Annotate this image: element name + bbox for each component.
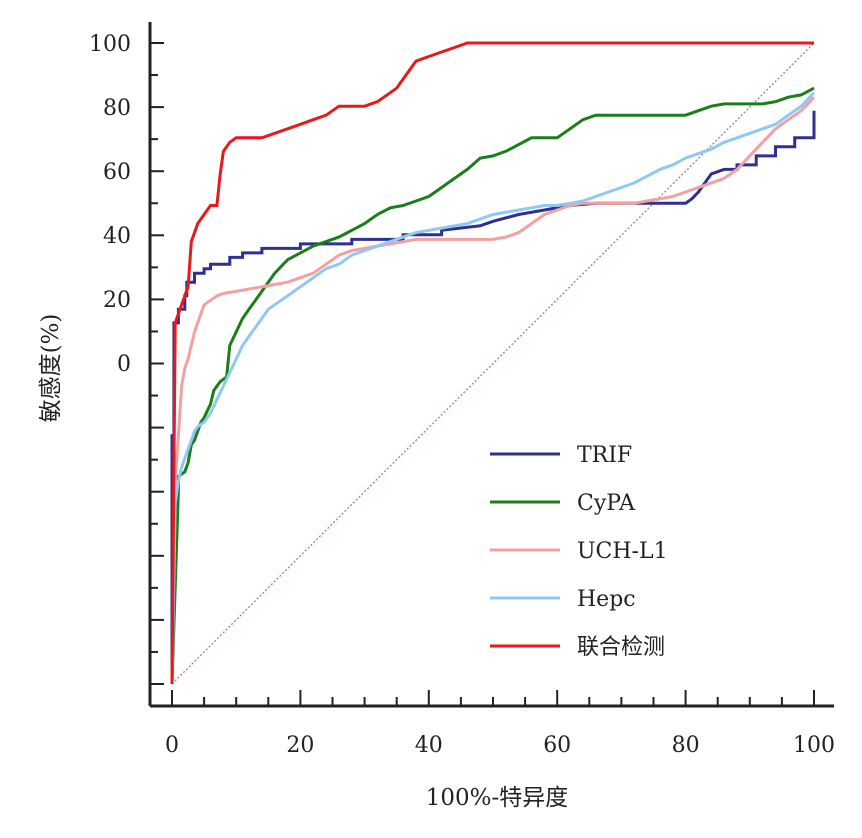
y-tick-label: 20 <box>103 288 131 313</box>
x-tick-label: 40 <box>415 733 443 758</box>
legend-label: CyPA <box>577 491 636 516</box>
legend-label: Hepc <box>577 587 636 612</box>
reference-diagonal-line <box>171 42 815 685</box>
ticks-layer <box>150 42 815 706</box>
y-tick-label: 80 <box>103 96 131 121</box>
x-tick-label: 60 <box>543 733 571 758</box>
series-line-3 <box>170 96 816 685</box>
legend-label: 联合检测 <box>577 635 665 660</box>
series-layer <box>170 41 816 685</box>
reference-diagonal-layer <box>171 42 815 685</box>
legend-label: UCH-L1 <box>577 539 668 564</box>
series-line-5 <box>170 41 814 685</box>
legend: TRIF CyPA UCH-L1 Hepc 联合检测 <box>490 443 668 660</box>
legend-label: TRIF <box>577 443 632 468</box>
x-tick-label: 100 <box>793 733 835 758</box>
x-tick-label: 0 <box>165 733 179 758</box>
y-tick-label: 40 <box>103 224 131 249</box>
x-axis-title: 100%-特异度 <box>426 785 569 811</box>
y-axis-title: 敏感度(%) <box>38 314 64 423</box>
tick-labels-layer: 0 20 40 60 80 100 100 80 60 40 20 0 <box>89 32 835 758</box>
y-tick-label: 60 <box>103 160 131 185</box>
series-line-2 <box>170 86 815 685</box>
y-tick-label: 100 <box>89 32 131 57</box>
series-line-4 <box>170 91 816 685</box>
y-tick-label: 0 <box>117 352 131 377</box>
x-tick-label: 80 <box>672 733 700 758</box>
x-tick-label: 20 <box>286 733 314 758</box>
